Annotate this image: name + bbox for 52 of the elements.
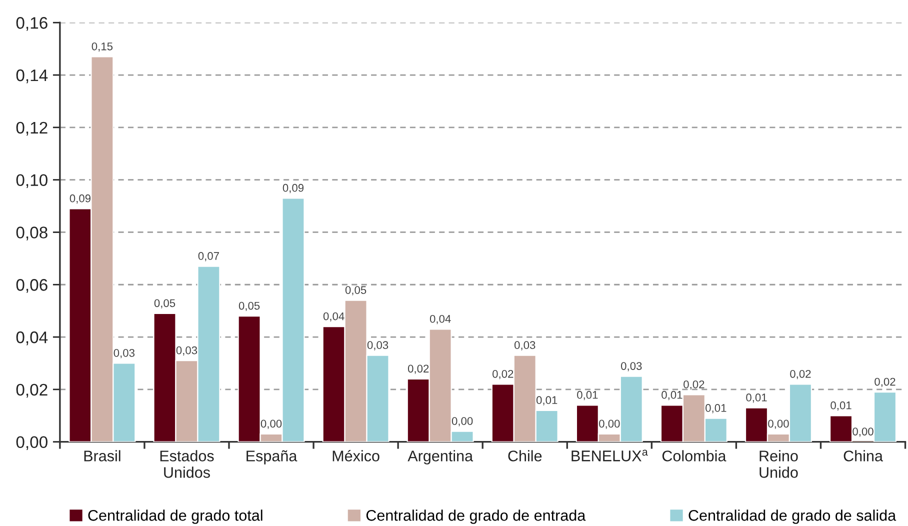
- data-label: 0,00: [852, 428, 874, 437]
- data-label: 0,03: [114, 349, 134, 358]
- data-label: 0,01: [662, 390, 682, 400]
- y-tick-label: 0,00: [16, 436, 48, 450]
- x-tick-label: Reino Unido: [760, 450, 798, 478]
- data-label: 0,02: [408, 364, 429, 374]
- legend-label: Centralidad de grado total: [88, 510, 262, 524]
- data-label: 0,04: [430, 314, 451, 324]
- y-tick-label: 0,06: [16, 279, 48, 293]
- data-label: 0,03: [514, 341, 536, 350]
- data-label: 0,02: [492, 370, 514, 380]
- data-label: 0,09: [282, 184, 304, 194]
- data-label: 0,02: [874, 378, 896, 388]
- y-tick-label: 0,10: [16, 174, 48, 188]
- data-label: 0,05: [154, 299, 176, 308]
- data-label: 0,05: [345, 286, 366, 296]
- x-tick-label: Chile: [508, 450, 542, 462]
- data-label: 0,01: [706, 404, 726, 414]
- x-tick-label: México: [332, 450, 380, 462]
- x-tick-label: Colombia: [662, 450, 726, 462]
- data-label: 0,02: [684, 380, 704, 390]
- data-label: 0,15: [92, 42, 113, 52]
- data-label: 0,01: [536, 396, 558, 406]
- data-label: 0,01: [577, 390, 598, 400]
- y-tick-label: 0,12: [16, 122, 48, 136]
- legend-label: Centralidad de grado de entrada: [366, 510, 586, 524]
- data-label: 0,03: [367, 341, 388, 350]
- x-tick-label: China: [844, 450, 883, 462]
- x-tick-label: España: [246, 450, 298, 464]
- data-label: 0,05: [238, 302, 260, 312]
- x-tick-label: BENELUX$^{a}$: [572, 450, 648, 462]
- y-tick-label: 0,16: [16, 17, 48, 31]
- data-label: 0,01: [830, 401, 852, 411]
- y-tick-label: 0,04: [16, 331, 48, 346]
- legend-label: Centralidad de grado de salida: [688, 510, 896, 524]
- data-label: 0,00: [599, 420, 620, 429]
- data-label: 0,04: [323, 312, 344, 322]
- data-label: 0,02: [790, 370, 811, 380]
- y-tick-label: 0,08: [16, 226, 48, 240]
- data-label: 0,03: [176, 346, 198, 356]
- data-label: 0,07: [198, 252, 219, 262]
- x-tick-label: Estados Unidos: [160, 450, 214, 478]
- data-label: 0,00: [260, 420, 282, 429]
- data-label: 0,03: [621, 362, 642, 372]
- y-tick-label: 0,14: [16, 69, 48, 84]
- data-label: 0,09: [70, 194, 91, 204]
- y-tick-label: 0,02: [16, 384, 48, 398]
- x-tick-label: Argentina: [408, 450, 474, 464]
- data-label: 0,00: [452, 417, 473, 426]
- x-tick-label: Brasil: [84, 450, 120, 462]
- data-label: 0,01: [746, 394, 767, 403]
- data-label: 0,00: [768, 420, 789, 429]
